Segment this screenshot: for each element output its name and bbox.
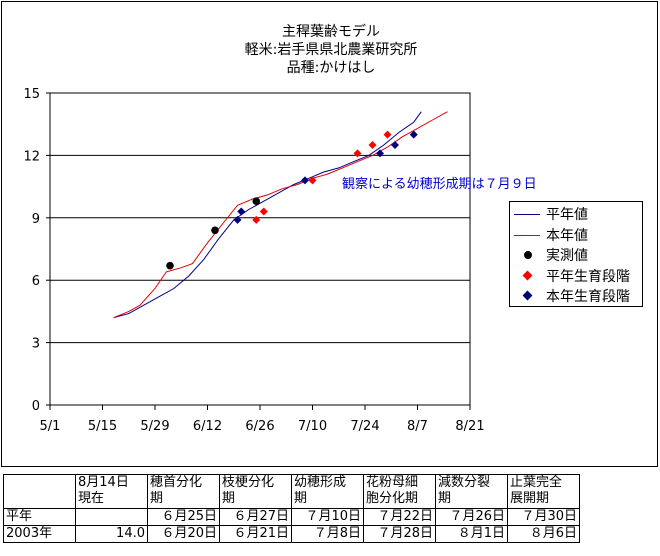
y-tick-label: 9 [32, 212, 40, 227]
data-point-diamond [368, 141, 377, 149]
legend-item: 平年生育段階 [514, 266, 642, 287]
data-point-diamond [233, 215, 242, 224]
table-cell: ７月28日 [363, 525, 436, 543]
data-point-circle [166, 261, 174, 270]
chart-title-line-1: 主稈葉齢モデル [282, 23, 380, 40]
x-tick-label: 7/24 [350, 419, 379, 434]
table-header-cell [3, 474, 76, 509]
x-tick-label: 5/1 [40, 419, 61, 434]
axes: 0 3 6 9 12 15 5/1 5/15 5/29 6/12 6/26 7/10 7/24 8/7 8/… [23, 87, 484, 434]
table-cell: ７月8日 [291, 525, 364, 543]
legend-label: 本年生育段階 [546, 289, 630, 306]
gridlines [50, 154, 470, 344]
header-line: 期 [222, 491, 236, 506]
data-point-diamond [237, 207, 246, 216]
table-cell: ８月1日 [435, 525, 508, 543]
x-tick-label: 7/10 [298, 419, 327, 434]
x-tick-label: 6/12 [193, 419, 222, 434]
header-line: 止葉完全 [510, 475, 563, 491]
header-line: 胞分化期 [366, 491, 419, 506]
x-tick-label: 5/29 [140, 419, 169, 434]
table-cell: ６月25日 [147, 508, 220, 526]
x-tick-label: 6/26 [245, 419, 274, 434]
table-row: 2003年 14.0 ６月20日 ６月21日 ７月8日 ７月28日 ８月1日 ８月6日 [3, 525, 580, 543]
table-cell: ６月20日 [147, 525, 220, 543]
data-point-circle [252, 197, 261, 205]
data-point-circle [211, 226, 219, 235]
table-cell: ７月10日 [291, 508, 364, 526]
series-marks [113, 111, 448, 319]
x-tick-label: 8/7 [407, 419, 428, 434]
legend-item: 本年値 [514, 225, 642, 246]
data-point-diamond [376, 149, 384, 158]
table-header-cell: 8月14日 現在 [75, 474, 148, 509]
chart-frame [1, 1, 658, 467]
header-line: 現在 [78, 491, 105, 506]
table-header-cell: 花粉母細 胞分化期 [363, 474, 436, 509]
header-line: 期 [294, 491, 308, 506]
data-point-diamond [252, 215, 261, 224]
data-point-diamond [409, 130, 418, 139]
table-cell: ６月21日 [219, 525, 292, 543]
y-tick-label: 12 [23, 149, 40, 164]
table-header-cell: 止葉完全 展開期 [507, 474, 580, 509]
y-tick-label: 3 [32, 337, 40, 352]
data-point-diamond [353, 149, 362, 158]
legend-label: 本年値 [546, 227, 588, 244]
series-line [113, 111, 448, 319]
leaf-age-chart: 主稈葉齢モデル 軽米:岩手県県北農業研究所 品種:かけはし 0 3 6 9 12 15 5/… [23, 23, 537, 434]
table-header-cell: 幼穂形成期 [291, 474, 364, 509]
header-line: 穂首分化 [150, 475, 203, 491]
legend-label: 実測値 [546, 248, 588, 265]
table-cell: ７月26日 [435, 508, 508, 526]
data-point-diamond [301, 176, 309, 185]
data-point-diamond [259, 207, 268, 216]
header-line: 枝梗分化 [222, 475, 275, 491]
header-line: 展開期 [510, 491, 550, 506]
table-row: 平年 ６月25日 ６月27日 ７月10日 ７月22日 ７月26日 ７月30日 [3, 508, 580, 526]
table-cell: ７月22日 [363, 508, 436, 526]
legend: 平年値 本年値 実測値 平年生育段階 本年生育段階 [509, 201, 643, 307]
chart-annotation: 観察による幼穂形成期は７月９日 [342, 177, 537, 192]
row-label-cell: 2003年 [3, 525, 76, 543]
header-line: 期 [150, 491, 164, 506]
table-cell: 14.0 [75, 525, 148, 543]
legend-item: 実測値 [514, 245, 642, 266]
header-line: 8月14日 [78, 475, 129, 491]
table-header-row: 8月14日 現在 穂首分化期枝梗分化期幼穂形成期花粉母細 胞分化期 減数分裂期止葉完全展… [3, 474, 580, 509]
table-cell [75, 508, 148, 526]
growth-stage-table: 8月14日 現在 穂首分化期枝梗分化期幼穂形成期花粉母細 胞分化期 減数分裂期止葉完全展… [3, 474, 580, 543]
y-tick-label: 15 [23, 87, 40, 102]
y-tick-label: 6 [32, 274, 40, 289]
data-point-diamond [308, 176, 317, 185]
x-tick-label: 5/15 [88, 419, 117, 434]
x-tick-label: 8/21 [455, 419, 484, 434]
chart-title-line-3: 品種:かけはし [287, 60, 376, 76]
legend-item: 平年値 [514, 204, 642, 225]
series-line [113, 111, 422, 319]
table-cell: ６月27日 [219, 508, 292, 526]
legend-label: 平年生育段階 [546, 268, 630, 285]
plot-area [49, 92, 471, 406]
table-header-cell: 減数分裂期 [435, 474, 508, 509]
chart-title-line-2: 軽米:岩手県県北農業研究所 [245, 42, 418, 58]
data-point-diamond [383, 130, 392, 139]
table-header-cell: 穂首分化期 [147, 474, 220, 509]
table-cell: ７月30日 [507, 508, 580, 526]
table-cell: ８月6日 [507, 525, 580, 543]
header-line: 減数分裂 [438, 475, 491, 491]
row-label-cell: 平年 [3, 508, 76, 526]
header-line: 期 [438, 491, 452, 506]
table-header-cell: 枝梗分化期 [219, 474, 292, 509]
legend-item: 本年生育段階 [514, 286, 642, 307]
data-point-diamond [391, 141, 399, 149]
y-tick-label: 0 [32, 399, 40, 414]
header-line: 花粉母細 [366, 475, 419, 491]
legend-label: 平年値 [546, 207, 588, 224]
header-line: 幼穂形成 [294, 475, 347, 491]
